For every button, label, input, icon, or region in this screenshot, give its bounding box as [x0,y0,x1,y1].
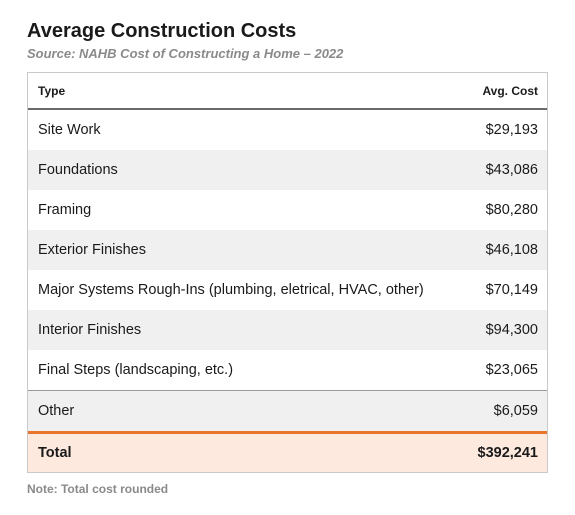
table-row: Exterior Finishes $46,108 [28,230,547,270]
row-type: Other [38,403,75,419]
page-title: Average Construction Costs [27,20,297,42]
row-type: Exterior Finishes [38,242,146,258]
row-cost: $80,280 [485,202,538,218]
cost-table: Type Avg. Cost Site Work $29,193 Foundat… [27,72,548,473]
table-row: Final Steps (landscaping, etc.) $23,065 [28,350,547,390]
row-cost: $70,149 [485,282,538,298]
row-cost: $23,065 [485,362,538,378]
row-cost: $94,300 [485,322,538,338]
row-cost: $29,193 [485,122,538,138]
table-row: Foundations $43,086 [28,150,547,190]
header-type: Type [38,83,66,98]
row-cost: $6,059 [493,403,538,419]
table-row: Framing $80,280 [28,190,547,230]
row-cost: $46,108 [485,242,538,258]
total-cost: $392,241 [477,445,538,461]
header-avg-cost: Avg. Cost [482,83,538,98]
cost-table-figure: Average Construction Costs Source: NAHB … [27,19,548,496]
table-row: Major Systems Rough-Ins (plumbing, eletr… [28,270,547,310]
row-type: Major Systems Rough-Ins (plumbing, eletr… [38,282,424,298]
row-type: Interior Finishes [38,322,142,338]
total-label: Total [38,445,72,461]
row-cost: $43,086 [485,162,538,178]
row-type: Foundations [38,162,118,178]
source-subtitle: Source: NAHB Cost of Constructing a Home… [27,46,344,61]
row-type: Final Steps (landscaping, etc.) [38,362,234,378]
row-type: Framing [38,202,92,218]
table-row: Interior Finishes $94,300 [28,310,547,350]
table-header-row: Type Avg. Cost [28,73,547,110]
total-row: Total $392,241 [28,431,547,472]
table-row: Site Work $29,193 [28,110,547,150]
table-row: Other $6,059 [28,390,547,431]
row-type: Site Work [38,122,101,138]
footnote: Note: Total cost rounded [27,482,169,496]
